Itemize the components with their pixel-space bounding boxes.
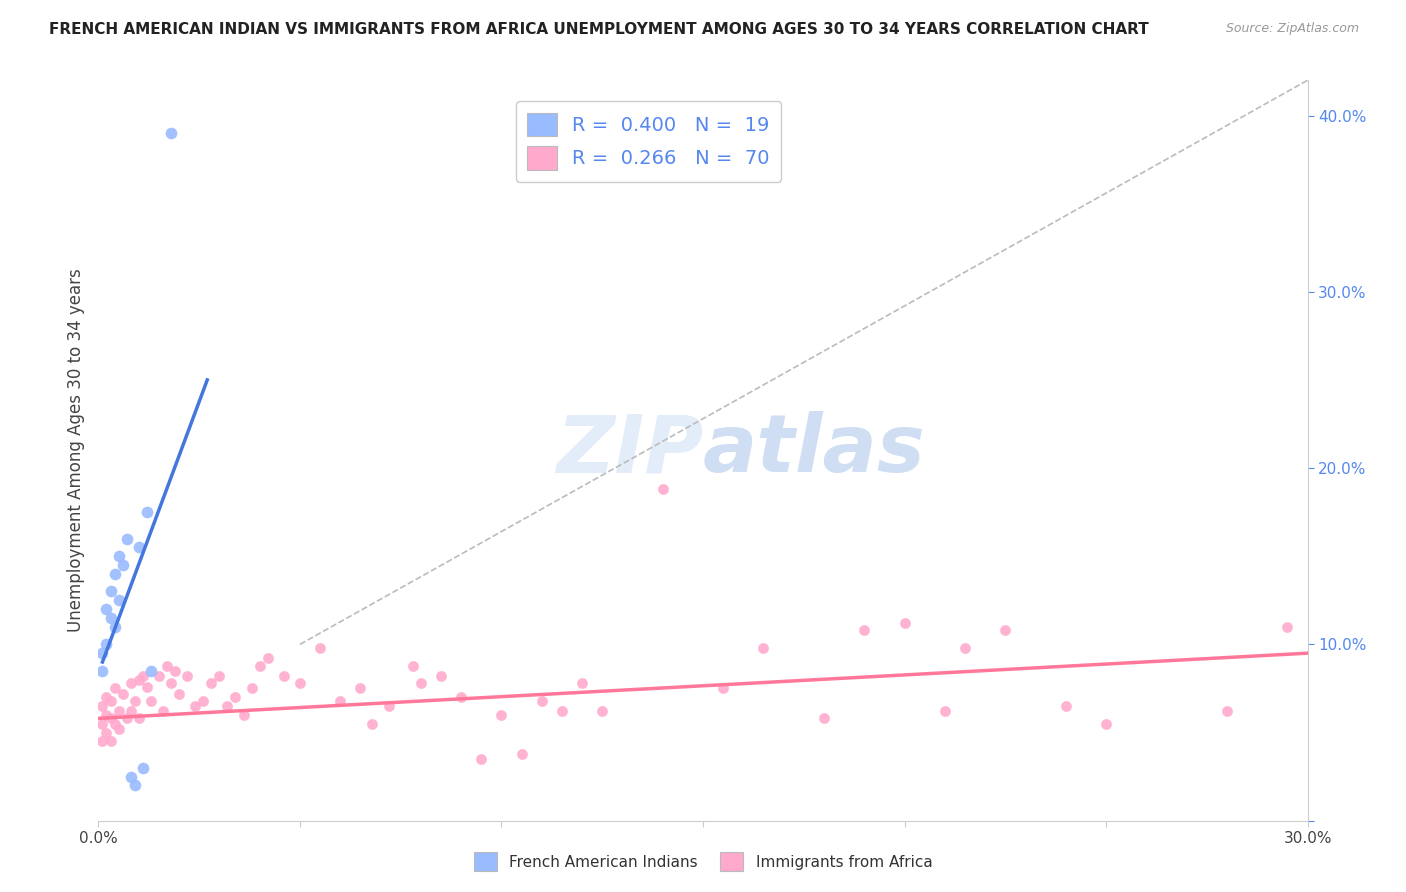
Legend: French American Indians, Immigrants from Africa: French American Indians, Immigrants from… xyxy=(468,847,938,877)
Point xyxy=(893,616,915,631)
Point xyxy=(100,711,122,725)
Point xyxy=(256,651,278,665)
Point xyxy=(96,602,118,616)
Point xyxy=(1277,620,1299,634)
Text: ZIP: ZIP xyxy=(555,411,703,490)
Point xyxy=(135,505,157,519)
Point xyxy=(135,680,157,694)
Point xyxy=(96,707,118,722)
Point xyxy=(100,611,122,625)
Point xyxy=(1216,704,1239,718)
Point xyxy=(91,699,114,714)
Point xyxy=(139,664,162,678)
Point xyxy=(120,770,142,784)
Point xyxy=(510,747,533,761)
Point xyxy=(1054,699,1077,714)
Text: atlas: atlas xyxy=(703,411,925,490)
Point xyxy=(430,669,453,683)
Point xyxy=(148,669,170,683)
Point xyxy=(409,676,432,690)
Point xyxy=(470,752,492,766)
Point xyxy=(111,687,134,701)
Point xyxy=(249,658,271,673)
Point xyxy=(934,704,956,718)
Point xyxy=(103,716,125,731)
Point xyxy=(124,778,146,792)
Point xyxy=(107,722,129,736)
Point xyxy=(711,681,734,696)
Point xyxy=(377,699,399,714)
Point xyxy=(103,566,125,581)
Point xyxy=(120,676,142,690)
Point xyxy=(128,673,150,687)
Point xyxy=(91,716,114,731)
Point xyxy=(551,704,574,718)
Point xyxy=(329,694,352,708)
Point xyxy=(96,725,118,739)
Legend: R =  0.400   N =  19, R =  0.266   N =  70: R = 0.400 N = 19, R = 0.266 N = 70 xyxy=(516,101,782,182)
Point xyxy=(361,716,384,731)
Point xyxy=(132,669,155,683)
Point xyxy=(240,681,263,696)
Point xyxy=(124,694,146,708)
Point xyxy=(91,664,114,678)
Point xyxy=(152,704,174,718)
Point xyxy=(100,734,122,748)
Point xyxy=(160,126,183,140)
Point xyxy=(217,699,239,714)
Point xyxy=(184,699,207,714)
Point xyxy=(167,687,190,701)
Point xyxy=(91,734,114,748)
Point xyxy=(156,658,179,673)
Point xyxy=(176,669,198,683)
Point xyxy=(96,690,118,705)
Point xyxy=(91,646,114,660)
Point xyxy=(288,676,311,690)
Point xyxy=(128,711,150,725)
Point xyxy=(591,704,613,718)
Point xyxy=(107,704,129,718)
Point xyxy=(100,584,122,599)
Point xyxy=(232,707,254,722)
Point xyxy=(813,711,835,725)
Point xyxy=(491,707,513,722)
Point xyxy=(530,694,553,708)
Text: Source: ZipAtlas.com: Source: ZipAtlas.com xyxy=(1226,22,1360,36)
Point xyxy=(402,658,425,673)
Point xyxy=(273,669,295,683)
Point xyxy=(160,676,183,690)
Point xyxy=(115,711,138,725)
Point xyxy=(953,640,976,655)
Point xyxy=(103,681,125,696)
Point xyxy=(132,761,155,775)
Point xyxy=(752,640,775,655)
Point xyxy=(309,640,332,655)
Point xyxy=(853,624,876,638)
Point xyxy=(100,694,122,708)
Point xyxy=(349,681,371,696)
Point xyxy=(450,690,472,705)
Point xyxy=(224,690,246,705)
Point xyxy=(115,532,138,546)
Y-axis label: Unemployment Among Ages 30 to 34 years: Unemployment Among Ages 30 to 34 years xyxy=(66,268,84,632)
Point xyxy=(96,637,118,651)
Point xyxy=(200,676,222,690)
Point xyxy=(120,704,142,718)
Point xyxy=(193,694,215,708)
Point xyxy=(994,624,1017,638)
Point xyxy=(103,620,125,634)
Point xyxy=(139,694,162,708)
Point xyxy=(1095,716,1118,731)
Point xyxy=(128,541,150,555)
Point xyxy=(651,482,673,496)
Point xyxy=(111,558,134,572)
Point xyxy=(107,593,129,607)
Point xyxy=(163,664,186,678)
Text: FRENCH AMERICAN INDIAN VS IMMIGRANTS FROM AFRICA UNEMPLOYMENT AMONG AGES 30 TO 3: FRENCH AMERICAN INDIAN VS IMMIGRANTS FRO… xyxy=(49,22,1149,37)
Point xyxy=(571,676,593,690)
Point xyxy=(208,669,231,683)
Point xyxy=(107,549,129,564)
